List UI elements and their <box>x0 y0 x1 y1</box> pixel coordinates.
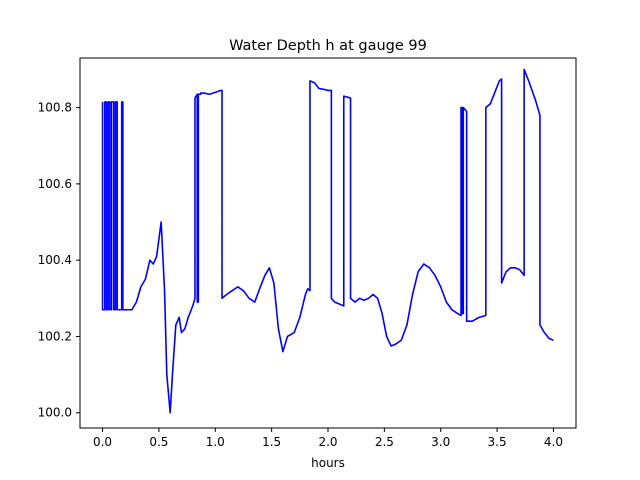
x-tick-label: 4.0 <box>544 435 563 449</box>
y-tick-label: 100.6 <box>38 177 72 191</box>
x-tick-label: 1.0 <box>206 435 225 449</box>
y-tick-label: 100.8 <box>38 101 72 115</box>
y-axis-ticks: 100.0 100.2 100.4 100.6 100.8 <box>38 101 80 420</box>
x-axis-label: hours <box>311 456 345 470</box>
x-tick-label: 3.0 <box>431 435 450 449</box>
x-tick-label: 0.5 <box>149 435 168 449</box>
x-axis-ticks: 0.0 0.5 1.0 1.5 2.0 2.5 3.0 3.5 4.0 <box>93 428 563 449</box>
chart-title: Water Depth h at gauge 99 <box>229 38 427 54</box>
x-tick-label: 2.5 <box>375 435 394 449</box>
y-tick-label: 100.2 <box>38 329 72 343</box>
x-tick-label: 0.0 <box>93 435 112 449</box>
series-layer <box>101 68 554 414</box>
x-tick-label: 3.5 <box>488 435 507 449</box>
x-tick-label: 1.5 <box>262 435 281 449</box>
x-tick-label: 2.0 <box>318 435 337 449</box>
series-line-0 <box>101 68 554 414</box>
y-tick-label: 100.0 <box>38 406 72 420</box>
y-tick-label: 100.4 <box>38 253 72 267</box>
plot-area-frame <box>79 57 577 429</box>
